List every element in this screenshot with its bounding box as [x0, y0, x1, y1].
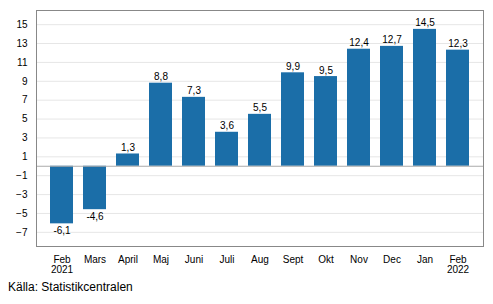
svg-text:9: 9	[22, 76, 28, 87]
svg-text:12,3: 12,3	[448, 38, 468, 49]
svg-text:Jan: Jan	[417, 254, 433, 265]
svg-text:Nov: Nov	[350, 254, 368, 265]
html-text:Källa: Statistikcentralen: Källa: Statistikcentralen	[8, 280, 133, 294]
svg-text:Aug: Aug	[251, 254, 269, 265]
svg-text:15: 15	[16, 19, 28, 30]
svg-text:7,3: 7,3	[187, 85, 201, 96]
svg-text:Feb2021: Feb2021	[51, 254, 74, 275]
svg-text:14,5: 14,5	[415, 17, 435, 28]
svg-text:−3: −3	[16, 189, 28, 200]
svg-text:12,7: 12,7	[382, 34, 402, 45]
svg-text:8,8: 8,8	[154, 71, 168, 82]
svg-text:-6,1: -6,1	[53, 225, 71, 236]
svg-text:Dec: Dec	[383, 254, 401, 265]
svg-text:Mars: Mars	[84, 254, 106, 265]
svg-text:3,6: 3,6	[220, 120, 234, 131]
svg-text:Juli: Juli	[219, 254, 234, 265]
svg-text:5,5: 5,5	[253, 102, 267, 113]
svg-text:9,5: 9,5	[319, 65, 333, 76]
svg-text:−5: −5	[16, 208, 28, 219]
svg-text:April: April	[118, 254, 138, 265]
svg-text:Maj: Maj	[153, 254, 169, 265]
svg-text:13: 13	[16, 38, 28, 49]
svg-text:Okt: Okt	[318, 254, 334, 265]
svg-text:12,4: 12,4	[349, 37, 369, 48]
svg-text:-4,6: -4,6	[86, 211, 104, 222]
svg-text:Sept: Sept	[283, 254, 304, 265]
svg-text:9,9: 9,9	[286, 61, 300, 72]
svg-text:Juni: Juni	[185, 254, 203, 265]
svg-text:3: 3	[22, 132, 28, 143]
svg-text:5: 5	[22, 113, 28, 124]
svg-text:1,3: 1,3	[121, 142, 135, 153]
svg-text:1: 1	[22, 151, 28, 162]
svg-text:−1: −1	[16, 170, 28, 181]
svg-text:−7: −7	[16, 227, 28, 238]
svg-text:7: 7	[22, 94, 28, 105]
svg-text:Feb2022: Feb2022	[447, 254, 470, 275]
svg-text:11: 11	[17, 57, 28, 68]
